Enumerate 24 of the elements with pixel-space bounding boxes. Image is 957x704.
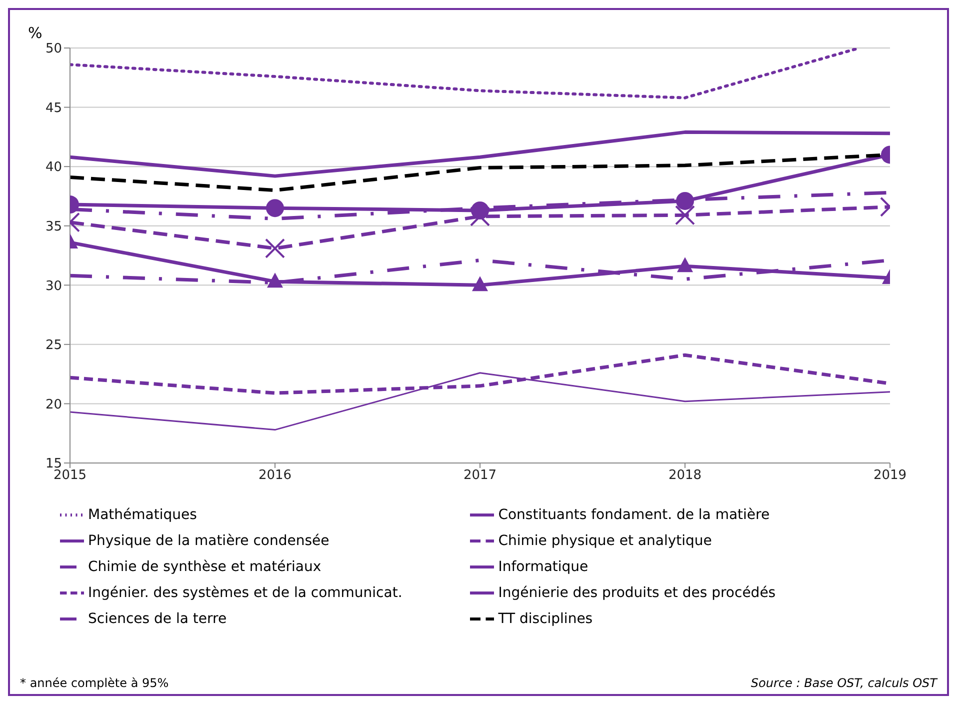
legend-label: Constituants fondament. de la matière xyxy=(498,506,770,523)
x-tick-label: 2016 xyxy=(258,468,292,484)
legend-label: Informatique xyxy=(498,558,588,575)
legend-label: Ingénierie des produits et des procédés xyxy=(498,584,776,601)
legend-label: TT disciplines xyxy=(498,610,593,627)
text: * année complète à 95% xyxy=(20,676,169,690)
legend-label: Physique de la matière condensée xyxy=(88,532,330,549)
y-tick-label: 50 xyxy=(45,42,62,57)
y-tick-label: 45 xyxy=(45,100,62,116)
legend-label: Chimie de synthèse et matériaux xyxy=(88,558,322,575)
y-axis-title: % xyxy=(28,24,42,42)
y-tick-label: 20 xyxy=(45,397,62,412)
x-tick-label: 2019 xyxy=(873,468,907,484)
y-tick-label: 35 xyxy=(45,219,62,234)
y-tick-label: 30 xyxy=(45,278,62,294)
y-tick-label: 40 xyxy=(45,160,62,176)
source-note: Source : Base OST, calculs OST xyxy=(750,676,937,690)
legend-label: Chimie physique et analytique xyxy=(498,532,712,549)
y-tick-label: 25 xyxy=(45,338,62,354)
legend-label: Mathématiques xyxy=(88,506,197,523)
legend-label: Ingénier. des systèmes et de la communicat. xyxy=(88,584,402,601)
legend-label: Sciences de la terre xyxy=(88,610,227,627)
x-tick-label: 2017 xyxy=(463,468,497,484)
x-tick-label: 2018 xyxy=(668,468,702,484)
